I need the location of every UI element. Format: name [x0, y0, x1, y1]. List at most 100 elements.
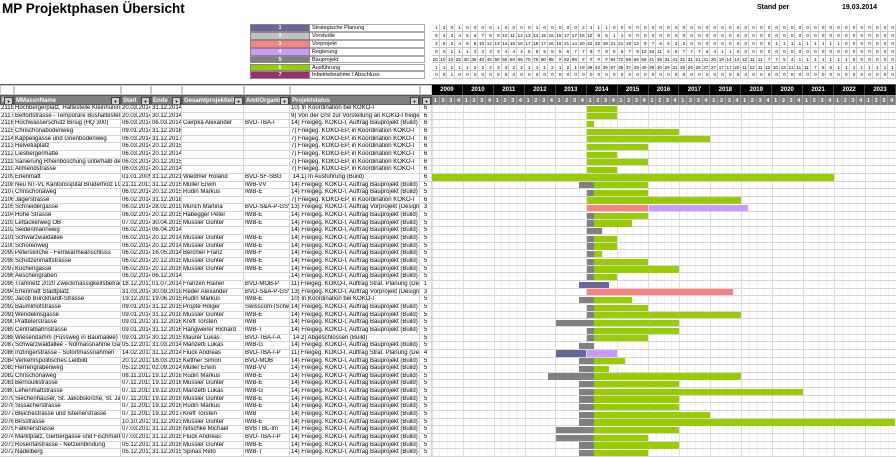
cell-phase[interactable]: 5 [420, 319, 432, 327]
cell-amt[interactable]: IWB-E [244, 265, 290, 274]
cell-leiter[interactable]: Rudin Markus [182, 403, 244, 412]
cell-id[interactable]: 2096 [0, 273, 14, 281]
gantt-row[interactable] [432, 434, 896, 442]
cell-leiter[interactable]: Flück Andreas [182, 349, 244, 358]
cell-leiter[interactable]: Propfe Holger [182, 303, 244, 312]
cell-phase[interactable]: 3 [420, 204, 432, 213]
cell-start[interactable]: 06.02.2014 [121, 204, 151, 213]
gantt-row[interactable] [432, 281, 896, 289]
cell-id[interactable]: 2078 [0, 403, 14, 412]
cell-name[interactable]: Schorenweg [14, 242, 121, 251]
cell-amt[interactable]: BVD-S&A-P-GSV [244, 288, 290, 297]
cell-leiter[interactable]: Kreft Torsten [182, 411, 244, 419]
cell-start[interactable]: 06.02.2014 [121, 250, 151, 259]
cell-amt[interactable]: IWB-G [244, 388, 290, 396]
cell-ende[interactable]: 06.04.2014 [151, 227, 182, 236]
cell-ende[interactable]: 06.12.2014 [151, 273, 182, 281]
cell-leiter[interactable]: Mussler Günter [182, 258, 244, 266]
gantt-row[interactable] [432, 365, 896, 373]
cell-phase[interactable]: 6 [420, 120, 432, 128]
cell-start[interactable]: 06.02.2014 [121, 265, 151, 274]
cell-name[interactable]: Prattelerstrasse [14, 319, 121, 327]
cell-phase[interactable]: 5 [420, 258, 432, 266]
cell-status[interactable]: 14) Freigeg. KOKO-I, Auftrag Bauprojekt … [290, 449, 420, 457]
cell-leiter[interactable]: Manzetti Lukas [182, 388, 244, 396]
cell-id[interactable]: 2109 [0, 173, 14, 182]
cell-status[interactable]: 7) Freigeg. KOKO-EP, in Koordination KOK… [290, 143, 420, 151]
cell-ende[interactable]: 20.12.2014 [151, 235, 182, 243]
cell-ende[interactable]: 19.12.2018 [151, 372, 182, 381]
cell-leiter[interactable]: Manzetti Lukas [182, 342, 244, 350]
cell-name[interactable]: Schützenmattstrasse [14, 258, 121, 266]
cell-status[interactable]: 14) Freigeg. KOKO-I, Auftrag Bauprojekt … [290, 250, 420, 259]
cell-amt[interactable] [244, 196, 290, 205]
cell-start[interactable]: 06.02.2014 [121, 235, 151, 243]
cell-name[interactable]: Schneidergasse [14, 204, 121, 213]
cell-start[interactable]: 05.12.2013 [121, 342, 151, 350]
cell-amt[interactable]: BVD-SF-SBG [244, 173, 290, 182]
cell-amt[interactable]: IWB-E [244, 242, 290, 251]
cell-amt[interactable]: IWB-E [244, 380, 290, 389]
cell-start[interactable]: 06.02.2014 [121, 196, 151, 205]
filter-dropdown-icon[interactable]: ▼ [280, 97, 289, 104]
cell-start[interactable]: 21.11.2013 [121, 181, 151, 190]
gantt-row[interactable] [432, 173, 896, 182]
cell-start[interactable]: 09.01.2014 [121, 334, 151, 343]
gantt-row[interactable] [432, 250, 896, 259]
cell-name[interactable]: Küchengasse [14, 265, 121, 274]
cell-ende[interactable]: 31.12.2016 [151, 326, 182, 335]
cell-start[interactable]: 07.11.2013 [121, 403, 151, 412]
cell-start[interactable]: 05.12.2013 [121, 449, 151, 457]
cell-id[interactable]: 2091 [0, 311, 14, 320]
cell-ende[interactable]: 31.12.2015 [151, 449, 182, 457]
cell-start[interactable]: 20.03.2014 [121, 105, 151, 113]
cell-amt[interactable]: IWB [244, 319, 290, 327]
cell-status[interactable]: 14) Freigeg. KOKO-I, Auftrag Bauprojekt … [290, 411, 420, 419]
cell-name[interactable]: Hochbergerplatz, Haltestelle Kleinhüning… [14, 105, 121, 113]
cell-status[interactable]: 14) Freigeg. KOKO-I, Auftrag Bauprojekt … [290, 434, 420, 442]
cell-name[interactable]: Verkehrspolitisches Leitbild [14, 357, 121, 366]
gantt-row[interactable] [432, 395, 896, 404]
cell-leiter[interactable] [182, 135, 244, 144]
cell-phase[interactable]: 5 [420, 342, 432, 350]
cell-ende[interactable]: 19.12.2020 [151, 388, 182, 396]
cell-leiter[interactable] [182, 105, 244, 113]
cell-status[interactable]: 14) Freigeg. KOKO-I, Auftrag Bauprojekt … [290, 311, 420, 320]
cell-leiter[interactable]: Spinas Reto [182, 449, 244, 457]
cell-amt[interactable]: IWB-E [244, 296, 290, 304]
cell-status[interactable]: 14) Freigeg. KOKO-I, Auftrag Bauprojekt … [290, 319, 420, 327]
filter-dropdown-icon[interactable]: ▼ [111, 97, 120, 104]
gantt-row[interactable] [432, 334, 896, 343]
cell-phase[interactable]: 6 [420, 196, 432, 205]
cell-status[interactable]: 14) Freigeg. KOKO-I, Auftrag Bauprojekt … [290, 342, 420, 350]
filter-dropdown-icon[interactable]: ▼ [172, 97, 181, 104]
cell-amt[interactable]: IWB-E [244, 395, 290, 404]
gantt-row[interactable] [432, 158, 896, 167]
cell-name[interactable]: Käppeligasse und Grienbodenweg [14, 135, 121, 144]
gantt-row[interactable] [432, 150, 896, 159]
cell-leiter[interactable] [182, 112, 244, 121]
cell-amt[interactable] [244, 143, 290, 151]
cell-leiter[interactable]: Mussler Günter [182, 219, 244, 228]
cell-id[interactable]: 2077 [0, 411, 14, 419]
cell-leiter[interactable]: Flück Andreas [182, 434, 244, 442]
cell-ende[interactable]: 31.12.2018 [151, 311, 182, 320]
cell-id[interactable]: 2076 [0, 418, 14, 427]
cell-amt[interactable]: IWB-G [244, 342, 290, 350]
cell-leiter[interactable]: Mussler Günter [182, 418, 244, 427]
cell-status[interactable]: 14) Freigeg. KOKO-I, Auftrag Bauprojekt … [290, 189, 420, 197]
cell-start[interactable]: 31.03.2014 [121, 288, 151, 297]
cell-leiter[interactable] [182, 143, 244, 151]
cell-ende[interactable]: 28.02.2019 [151, 204, 182, 213]
cell-name[interactable]: Chrischonaweg [14, 372, 121, 381]
cell-ende[interactable]: 31.12.2014 [151, 105, 182, 113]
cell-status[interactable]: 14) Freigeg. KOKO-I, Auftrag Bauprojekt … [290, 273, 420, 281]
cell-phase[interactable]: 5 [420, 380, 432, 389]
cell-leiter[interactable]: Cierpka Alexander [182, 120, 244, 128]
cell-start[interactable]: 06.03.2014 [121, 150, 151, 159]
cell-status[interactable]: 13) Freigeg. KOKO-I, Auftrag Vorprojekt … [290, 204, 420, 213]
cell-leiter[interactable]: Mussler Günter [182, 311, 244, 320]
gantt-row[interactable] [432, 143, 896, 151]
cell-amt[interactable] [244, 227, 290, 236]
cell-amt[interactable] [244, 273, 290, 281]
